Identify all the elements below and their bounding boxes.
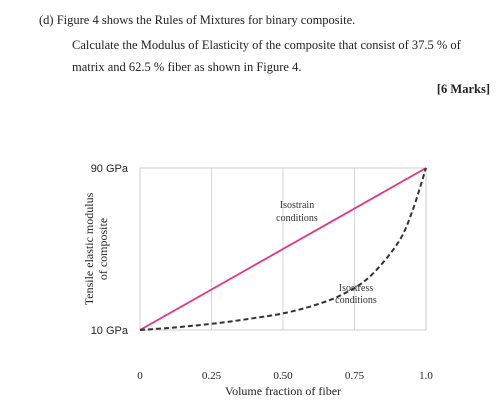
x-axis-label: Volume fraction of fiber <box>225 384 341 398</box>
y-axis-label-line-2: of composite <box>96 218 110 280</box>
chart-series <box>139 167 427 331</box>
x-tick-label: 0.75 <box>345 370 365 382</box>
chart-ticks: 0 0.25 0.50 0.75 1.0 10 GPa 90 GPa <box>91 163 434 382</box>
isostrain-line <box>139 167 427 331</box>
marks-label: [6 Marks] <box>436 82 490 96</box>
question-line-2: Calculate the Modulus of Elasticity of t… <box>72 38 461 52</box>
plot-frame <box>139 167 427 331</box>
y-tick-label: 90 GPa <box>91 163 129 175</box>
x-tick-label: 1.0 <box>419 370 433 382</box>
x-tick-label: 0.25 <box>202 370 222 382</box>
isostress-label-line-1: Isostress <box>339 283 374 294</box>
question-line-1: (d) Figure 4 shows the Rules of Mixtures… <box>39 13 356 27</box>
isostress-label-line-2: conditions <box>335 295 377 306</box>
y-axis-label-line-1: Tensile elastic modulus <box>82 192 96 305</box>
isostrain-label-line-1: Isostrain <box>280 200 314 211</box>
x-tick-label: 0 <box>137 370 143 382</box>
isostrain-label-line-2: conditions <box>276 213 318 224</box>
question-line-3: matrix and 62.5 % fiber as shown in Figu… <box>72 60 302 74</box>
x-tick-label: 0.50 <box>273 370 293 382</box>
y-tick-label: 10 GPa <box>91 325 129 337</box>
